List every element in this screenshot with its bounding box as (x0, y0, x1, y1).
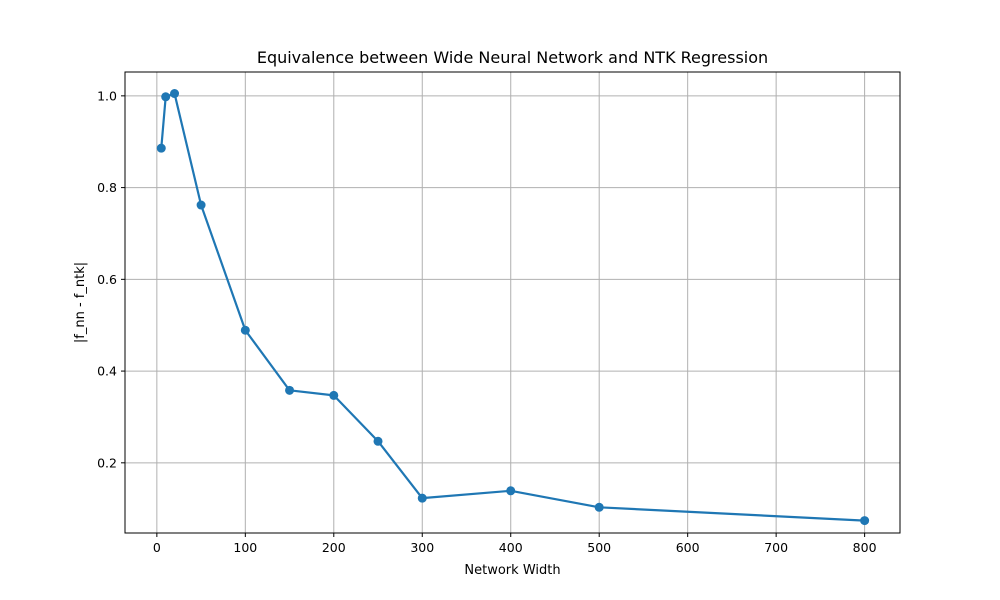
y-tick-label: 0.4 (97, 364, 117, 379)
y-tick-label: 0.8 (97, 180, 117, 195)
data-point (285, 385, 295, 395)
data-point (860, 516, 870, 526)
data-point (417, 493, 427, 503)
data-point (196, 200, 206, 210)
y-tick-label: 0.6 (97, 272, 117, 287)
data-point (373, 436, 383, 446)
data-point (170, 89, 180, 99)
y-tick-label: 1.0 (97, 88, 117, 103)
grid (125, 72, 900, 533)
data-point (329, 390, 339, 400)
y-tick-label: 0.2 (97, 455, 117, 470)
series-line (160, 92, 865, 522)
y-axis-ticks: 0.2 0.4 0.6 0.8 1.0 (97, 88, 125, 470)
x-axis-ticks: 0 100 200 300 400 500 600 700 800 (153, 533, 877, 555)
y-axis-label: |f_nn - f_ntk| (73, 262, 88, 343)
x-tick-label: 500 (587, 540, 611, 555)
data-point (161, 92, 171, 102)
data-point (156, 143, 166, 153)
x-tick-label: 300 (410, 540, 434, 555)
x-tick-label: 0 (153, 540, 161, 555)
data-point (240, 325, 250, 335)
series-group (156, 89, 870, 526)
x-tick-label: 700 (764, 540, 788, 555)
x-tick-label: 400 (499, 540, 523, 555)
data-point (506, 486, 516, 496)
x-tick-label: 800 (853, 540, 877, 555)
data-point (594, 502, 604, 512)
x-tick-label: 100 (233, 540, 257, 555)
chart-title: Equivalence between Wide Neural Network … (257, 48, 768, 67)
x-axis-label: Network Width (464, 563, 560, 578)
x-tick-label: 200 (322, 540, 346, 555)
plot-frame (124, 71, 901, 534)
x-tick-label: 600 (676, 540, 700, 555)
